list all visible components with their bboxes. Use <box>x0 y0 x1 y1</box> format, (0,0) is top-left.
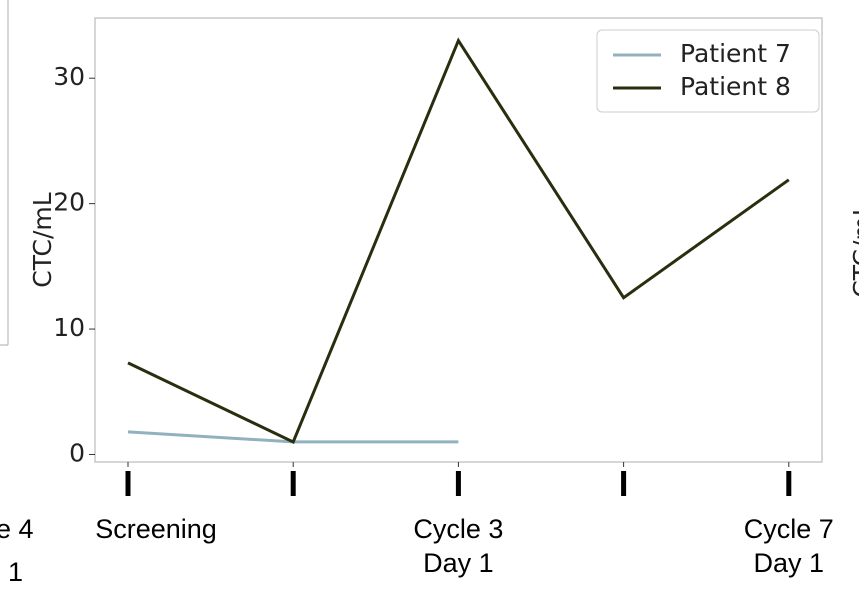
x-tick-label: Cycle 7 Day 1 <box>744 514 834 578</box>
neighbor-label: 1 <box>8 557 23 587</box>
y-tick-label: 10 <box>53 313 85 342</box>
series-line <box>127 37 790 444</box>
y-tick-label: 20 <box>53 188 85 217</box>
y-axis-label: CTC/mL <box>28 192 57 287</box>
legend: Patient 7 Patient 8 <box>596 29 820 113</box>
x-tick-bar <box>125 471 131 496</box>
legend-label: Patient 8 <box>680 72 791 101</box>
x-tick-label: Cycle 3 Day 1 <box>413 514 503 578</box>
x-tick-label: Screening <box>95 514 217 544</box>
neighbor-axis-label: CTC/mL <box>848 202 859 297</box>
neighbor-label: e 4 <box>0 514 34 544</box>
y-tick-label: 0 <box>69 438 85 467</box>
x-tick-bar <box>621 471 627 496</box>
x-tick-bar <box>455 471 461 496</box>
legend-label: Patient 7 <box>680 39 791 68</box>
legend-box <box>596 29 820 113</box>
x-tick-bar <box>290 471 296 496</box>
x-tick-bar <box>786 471 792 496</box>
y-tick-label: 30 <box>53 62 85 91</box>
